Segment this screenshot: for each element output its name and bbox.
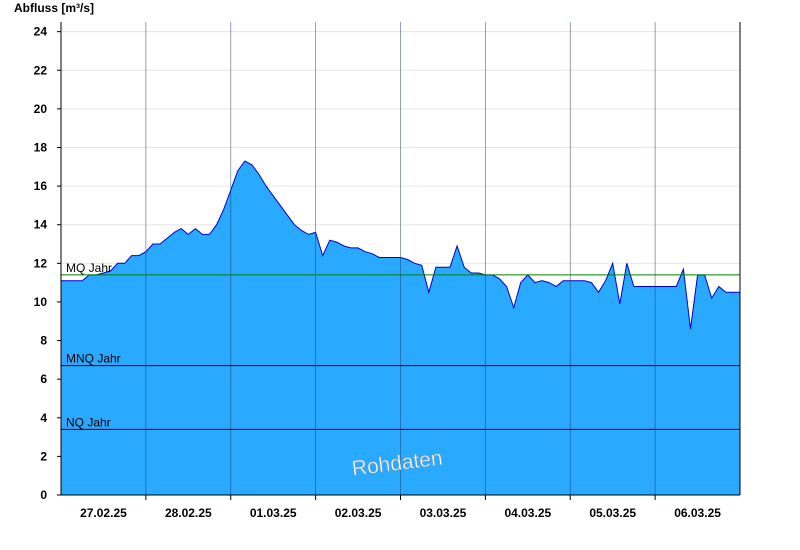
y-tick-label: 18 [34,140,48,154]
y-tick-label: 20 [34,102,48,116]
x-tick-label: 03.03.25 [420,506,467,520]
x-tick-label: 05.03.25 [589,506,636,520]
y-axis-label: Abfluss [m³/s] [14,1,94,15]
x-tick-label: 06.03.25 [674,506,721,520]
reference-label: MQ Jahr [66,261,112,275]
y-tick-label: 14 [34,218,48,232]
x-tick-label: 28.02.25 [165,506,212,520]
y-tick-label: 10 [34,295,48,309]
x-tick-label: 01.03.25 [250,506,297,520]
y-tick-label: 24 [34,25,48,39]
y-tick-label: 4 [40,411,47,425]
y-tick-label: 2 [40,449,47,463]
y-tick-label: 0 [40,488,47,502]
y-tick-label: 12 [34,256,48,270]
x-tick-label: 27.02.25 [80,506,127,520]
y-tick-label: 8 [40,334,47,348]
x-tick-label: 04.03.25 [504,506,551,520]
x-tick-label: 02.03.25 [335,506,382,520]
reference-label: NQ Jahr [66,415,111,429]
y-tick-label: 6 [40,372,47,386]
reference-label: MNQ Jahr [66,352,121,366]
y-tick-label: 16 [34,179,48,193]
y-tick-label: 22 [34,63,48,77]
